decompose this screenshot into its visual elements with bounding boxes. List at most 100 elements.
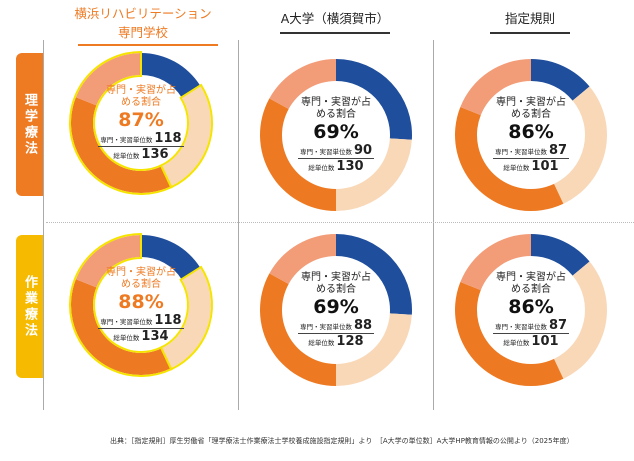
specialized-units-label: 専門・実習単位数 xyxy=(299,147,352,156)
donut-segment-salmon xyxy=(75,53,141,106)
donut-chart: 専門・実習が占める割合 88% 専門・実習単位数 118 総単位数 134 xyxy=(67,231,215,379)
percent-value: 86% xyxy=(508,295,554,318)
donut-center: 専門・実習が占める割合 88% 専門・実習単位数 118 総単位数 134 xyxy=(67,231,215,379)
column-title-line2: 専門学校 xyxy=(117,25,168,40)
column-header-a-univ: A大学（横須賀市） xyxy=(280,9,390,34)
total-units-label: 総単位数 xyxy=(503,163,530,172)
total-units-value: 101 xyxy=(531,158,559,174)
donut-chart: 専門・実習が占める割合 86% 専門・実習単位数 87 総単位数 101 xyxy=(451,230,611,390)
donut-segment-orange xyxy=(71,97,171,193)
donut-segment-orange xyxy=(71,279,171,375)
percent-value: 88% xyxy=(118,290,164,313)
header-underline xyxy=(78,44,218,46)
donut-segment-orange xyxy=(260,98,336,211)
specialized-units-row: 専門・実習単位数 118 xyxy=(98,312,184,329)
column-title-line1: 横浜リハビリテーション xyxy=(74,6,212,21)
total-units-value: 130 xyxy=(336,158,364,174)
donut-segment-blue xyxy=(531,59,590,101)
divider xyxy=(238,40,239,410)
total-units-row: 総単位数 128 xyxy=(306,334,365,349)
specialized-units-row: 専門・実習単位数 88 xyxy=(297,317,375,334)
specialized-units-value: 88 xyxy=(353,317,373,333)
donut-chart: 専門・実習が占める割合 86% 専門・実習単位数 87 総単位数 101 xyxy=(451,55,611,215)
donut-segment-orange xyxy=(455,282,564,386)
column-header-designated-rules: 指定規則 xyxy=(490,9,570,34)
total-units-row: 総単位数 101 xyxy=(501,159,560,174)
specialized-units-label: 専門・実習単位数 xyxy=(494,147,547,156)
donut-svg xyxy=(455,59,607,212)
donut-svg xyxy=(260,59,412,211)
total-units-value: 101 xyxy=(531,333,559,349)
ratio-label: 専門・実習が占める割合 xyxy=(496,271,566,295)
donut-svg xyxy=(260,234,412,386)
total-units-row: 総単位数 134 xyxy=(111,329,170,344)
total-units-value: 136 xyxy=(141,146,169,162)
donut-center: 専門・実習が占める割合 86% 専門・実習単位数 87 総単位数 101 xyxy=(451,55,611,215)
column-header-yokohama: 横浜リハビリテーション 専門学校 xyxy=(68,4,218,46)
donut-segment-blue xyxy=(531,234,590,276)
donut-center: 専門・実習が占める割合 87% 専門・実習単位数 118 総単位数 136 xyxy=(67,49,215,197)
specialized-units-value: 87 xyxy=(548,317,568,333)
row-label-occupational-therapy: 作業療法 xyxy=(16,235,43,378)
percent-value: 69% xyxy=(313,295,359,318)
total-units-row: 総単位数 130 xyxy=(306,159,365,174)
specialized-units-value: 90 xyxy=(353,142,373,158)
donut-svg xyxy=(69,232,213,377)
donut-svg xyxy=(455,234,607,386)
ratio-label: 専門・実習が占める割合 xyxy=(301,271,371,295)
specialized-units-label: 専門・実習単位数 xyxy=(494,322,547,331)
specialized-units-row: 専門・実習単位数 90 xyxy=(297,142,375,159)
specialized-units-row: 専門・実習単位数 118 xyxy=(98,130,184,147)
highlight-outline xyxy=(69,232,173,377)
divider xyxy=(433,40,434,410)
specialized-units-value: 118 xyxy=(154,130,182,146)
specialized-units-value: 87 xyxy=(548,142,568,158)
total-units-label: 総単位数 xyxy=(308,338,335,347)
total-units-row: 総単位数 101 xyxy=(501,334,560,349)
header-underline xyxy=(280,32,390,34)
total-units-label: 総単位数 xyxy=(503,338,530,347)
percent-value: 87% xyxy=(118,108,164,131)
donut-center: 専門・実習が占める割合 69% 専門・実習単位数 88 総単位数 128 xyxy=(256,230,416,390)
specialized-units-label: 専門・実習単位数 xyxy=(100,135,153,144)
donut-segment-orange xyxy=(455,107,564,212)
donut-segment-blue xyxy=(141,235,201,280)
total-units-row: 総単位数 136 xyxy=(111,147,170,162)
donut-chart: 専門・実習が占める割合 87% 専門・実習単位数 118 総単位数 136 xyxy=(67,49,215,197)
donut-chart: 専門・実習が占める割合 69% 専門・実習単位数 88 総単位数 128 xyxy=(256,230,416,390)
donut-segment-blue xyxy=(141,53,201,98)
specialized-units-row: 専門・実習単位数 87 xyxy=(492,317,570,334)
donut-center: 専門・実習が占める割合 69% 専門・実習単位数 90 総単位数 130 xyxy=(256,55,416,215)
specialized-units-row: 専門・実習単位数 87 xyxy=(492,142,570,159)
donut-segment-salmon xyxy=(75,235,141,288)
specialized-units-value: 118 xyxy=(154,312,182,328)
donut-segment-blue xyxy=(336,234,412,315)
total-units-label: 総単位数 xyxy=(113,333,140,342)
donut-center: 専門・実習が占める割合 86% 専門・実習単位数 87 総単位数 101 xyxy=(451,230,611,390)
specialized-units-label: 専門・実習単位数 xyxy=(299,322,352,331)
ratio-label: 専門・実習が占める割合 xyxy=(106,84,176,108)
total-units-label: 総単位数 xyxy=(113,151,140,160)
donut-segment-pale xyxy=(553,261,607,379)
donut-segment-pale xyxy=(336,313,412,386)
specialized-units-label: 専門・実習単位数 xyxy=(100,317,153,326)
donut-svg xyxy=(69,50,213,195)
header-underline xyxy=(490,32,570,34)
donut-segment-pale xyxy=(161,267,211,369)
ratio-label: 専門・実習が占める割合 xyxy=(496,96,566,120)
ratio-label: 専門・実習が占める割合 xyxy=(106,266,176,290)
donut-segment-salmon xyxy=(269,234,336,284)
row-label-physical-therapy: 理学療法 xyxy=(16,53,43,196)
donut-segment-salmon xyxy=(460,234,531,291)
column-title: A大学（横須賀市） xyxy=(280,11,390,26)
donut-segment-pale xyxy=(161,85,211,187)
donut-segment-salmon xyxy=(269,59,336,109)
percent-value: 86% xyxy=(508,120,554,143)
donut-segment-blue xyxy=(336,59,412,140)
donut-chart: 専門・実習が占める割合 69% 専門・実習単位数 90 総単位数 130 xyxy=(256,55,416,215)
donut-segment-pale xyxy=(336,138,412,211)
column-title: 指定規則 xyxy=(504,11,555,26)
donut-segment-pale xyxy=(553,86,607,204)
ratio-label: 専門・実習が占める割合 xyxy=(301,96,371,120)
donut-segment-orange xyxy=(260,273,336,386)
